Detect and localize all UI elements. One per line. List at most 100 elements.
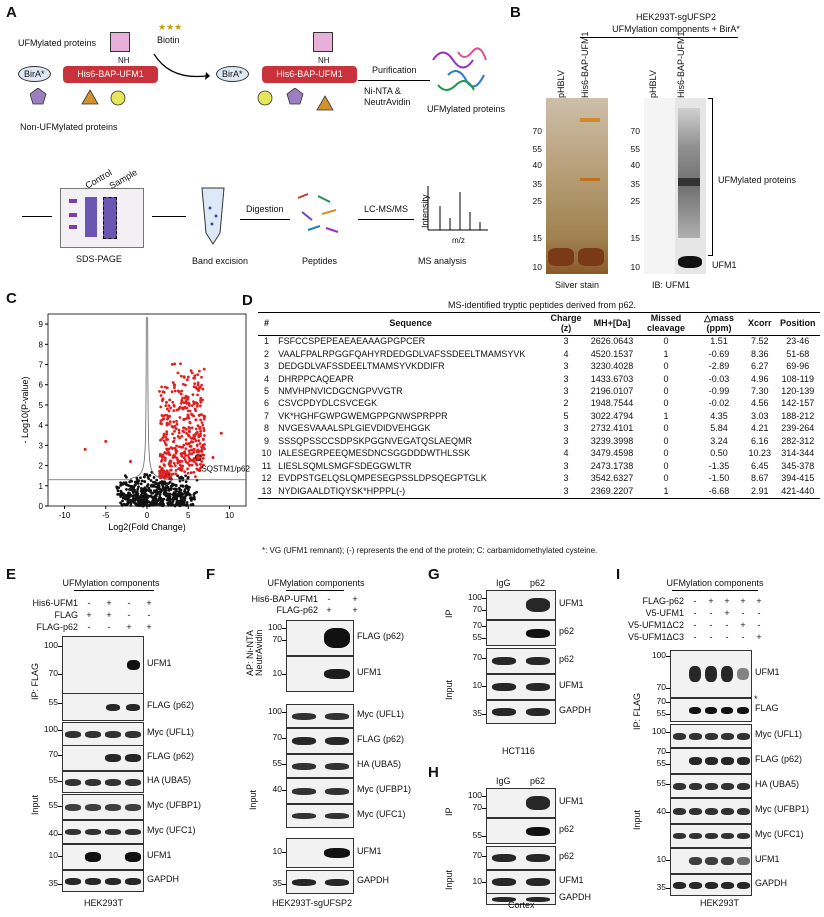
blot-band [291,813,316,819]
volcano-point-sig [170,425,174,428]
table-cell: -1.50 [708,473,730,484]
blot-band [736,732,750,740]
volcano-point-sig [186,461,190,465]
sign-mark: + [740,620,746,630]
table-cell: 3 [563,435,569,446]
sign-mark: + [126,622,132,632]
purification-arrow [358,80,430,81]
table-cell: 0 [663,398,669,409]
volcano-point [193,497,196,501]
blot-band [126,703,140,711]
blot-band [704,881,718,889]
table-cell: 3 [563,336,569,347]
volcano-point-sig [166,469,169,473]
volcano-point-sig [164,404,168,408]
volcano-point [139,476,142,480]
blot-band [105,877,121,885]
volcano-point [188,493,192,497]
volcano-point [183,497,187,500]
table-cell: 3 [563,460,569,471]
volcano-point-sig [171,432,174,436]
x-tick-label: -5 [102,511,110,520]
table-cell: 188-212 [781,410,815,421]
table-cell: 2473.1738 [590,460,634,471]
mw-tick [666,860,670,861]
volcano-point [185,484,189,488]
volcano-point-sig [183,405,187,409]
sign-mark: - [693,608,697,618]
biotin-stars-icon: ★★★ [158,22,183,32]
volcano-point-sig [196,381,200,385]
table-cell: 0 [663,423,669,434]
sign-mark: - [127,598,131,608]
volcano-point-sig [169,468,173,472]
mw-tick [666,752,670,753]
col-num: # [258,312,276,336]
mw-tick [282,884,286,885]
blot-band [492,896,516,902]
volcano-point-sig [192,448,196,451]
mw-tick [482,836,486,837]
table-cell: 1433.6703 [590,373,634,384]
volcano-point [158,493,162,496]
volcano-point-sig [174,472,178,476]
blot-label: GAPDH [559,892,592,902]
volcano-point-sig [166,407,169,411]
blot-band [672,881,686,889]
volcano-point-sig [195,467,199,471]
blot-label: UFM1 [559,875,584,885]
table-cell: 0 [663,361,669,372]
blot-band [672,807,686,815]
volcano-point [179,493,183,497]
blot-band [704,833,718,839]
volcano-point-sig [201,457,205,460]
panel-e-title-rule [74,590,154,591]
digestion-label: Digestion [246,204,284,214]
volcano-point-sig [158,454,162,458]
volcano-point [148,494,151,498]
lane-b-2: His6-BAP-UFM1 [580,31,590,98]
volcano-point-sig [190,463,194,467]
blot-label: Myc (UFBP1) [147,800,201,810]
table-cell: 3479.4598 [590,448,634,459]
blot-band [324,712,349,720]
volcano-point-sig [192,436,196,440]
volcano-point-sig [182,401,186,405]
blot-label: p62 [559,626,575,636]
mw-marker: 100 [467,592,482,602]
volcano-point-sig [197,369,201,373]
blot-band [720,782,734,790]
volcano-point-sig [190,371,194,375]
blot-strip [486,590,556,620]
volcano-point [190,496,194,500]
volcano-point-sig [200,453,204,457]
blot-band [324,878,349,886]
blot-band [720,857,734,865]
volcano-point-sig [182,456,186,460]
table-row: 1 FSFCCSPEPEAEAEAAAGPGPCER 3 2626.0643 0 1.51… [258,335,820,348]
volcano-point-sig [202,438,205,442]
volcano-point [158,495,162,499]
volcano-point [136,487,140,491]
blot-band [492,708,516,716]
volcano-point [136,479,139,483]
mw-b2-25: 25 [630,196,640,206]
blot-band [324,762,349,770]
panel-label-c: C [6,290,17,307]
volcano-point [167,497,171,500]
volcano-point [143,498,147,502]
volcano-point-sig [189,471,193,475]
volcano-point [161,483,165,487]
volcano-point-sig [176,371,180,375]
volcano-point [151,496,155,500]
mw-tick [666,784,670,785]
y-tick-label: 9 [39,320,44,329]
volcano-point [147,504,151,507]
volcano-point [163,493,167,496]
volcano-point [159,503,162,507]
lcms-label: LC-MS/MS [364,204,409,214]
sign-mark: - [147,610,151,620]
volcano-point-sig [167,451,171,454]
table-row: 9 SSSQPSSCCSDPSKPGGNVEGATQSLAEQMR 3 3239.39… [258,435,820,447]
blot-band [492,854,516,862]
